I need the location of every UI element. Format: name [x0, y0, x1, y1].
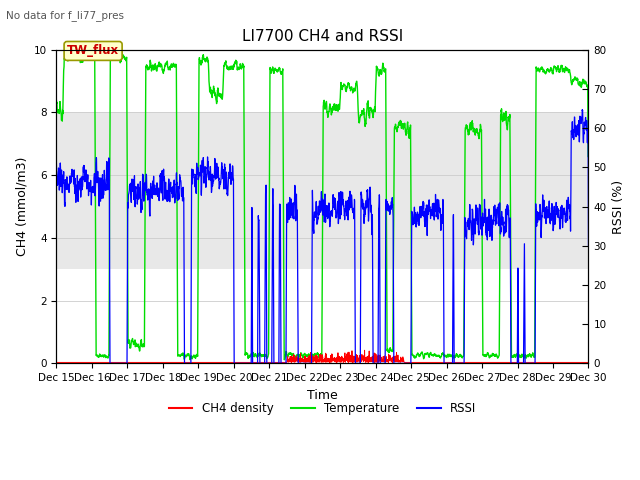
Text: TW_flux: TW_flux	[67, 45, 119, 58]
Bar	[56, 112, 588, 269]
Y-axis label: RSSI (%): RSSI (%)	[612, 180, 625, 234]
Title: LI7700 CH4 and RSSI: LI7700 CH4 and RSSI	[242, 29, 403, 44]
X-axis label: Time: Time	[307, 389, 338, 402]
Legend: CH4 density, Temperature, RSSI: CH4 density, Temperature, RSSI	[164, 398, 481, 420]
Y-axis label: CH4 (mmol/m3): CH4 (mmol/m3)	[15, 157, 28, 256]
Text: No data for f_li77_pres: No data for f_li77_pres	[6, 10, 124, 21]
